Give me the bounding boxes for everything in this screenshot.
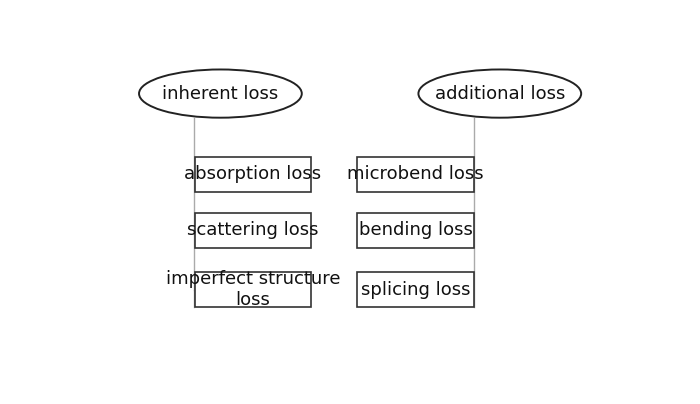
FancyBboxPatch shape <box>358 157 474 192</box>
Text: inherent loss: inherent loss <box>162 84 279 103</box>
FancyBboxPatch shape <box>195 157 312 192</box>
FancyBboxPatch shape <box>358 271 474 307</box>
FancyBboxPatch shape <box>358 213 474 248</box>
Text: absorption loss: absorption loss <box>184 166 321 183</box>
Text: splicing loss: splicing loss <box>361 280 470 299</box>
Text: additional loss: additional loss <box>435 84 565 103</box>
Text: bending loss: bending loss <box>359 221 473 240</box>
Text: microbend loss: microbend loss <box>347 166 484 183</box>
Text: scattering loss: scattering loss <box>187 221 318 240</box>
FancyBboxPatch shape <box>195 213 312 248</box>
FancyBboxPatch shape <box>195 271 312 307</box>
Text: imperfect structure
loss: imperfect structure loss <box>166 270 340 309</box>
